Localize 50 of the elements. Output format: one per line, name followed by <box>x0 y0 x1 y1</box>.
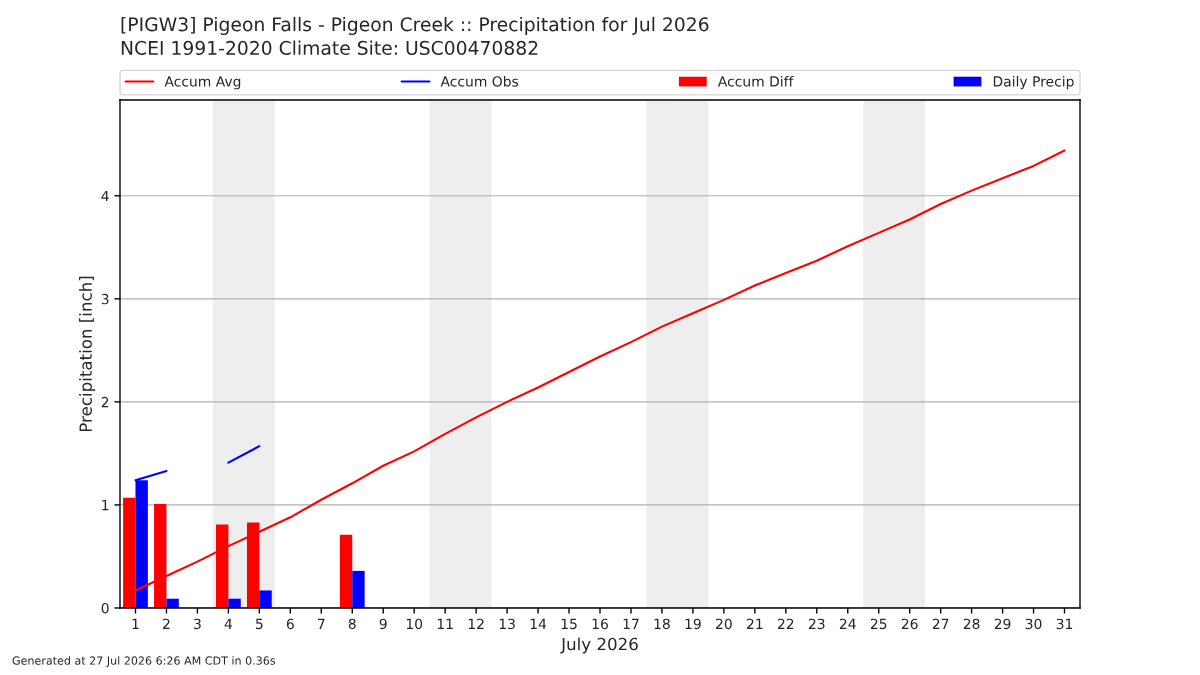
x-tick-label: 25 <box>870 618 887 630</box>
bar <box>259 590 272 608</box>
legend-label: Daily Precip <box>993 75 1074 90</box>
chart-title: [PIGW3] Pigeon Falls - Pigeon Creek :: Precipitation for Jul 2026 <box>121 16 709 36</box>
x-tick-label: 28 <box>963 618 980 630</box>
y-tick-label: 0 <box>101 602 109 614</box>
chart-subtitle: NCEI 1991-2020 Climate Site: USC00470882 <box>121 40 538 56</box>
x-tick-label: 3 <box>194 618 201 630</box>
x-tick-label: 21 <box>747 618 763 629</box>
x-tick-label: 20 <box>716 618 732 630</box>
x-tick-label: 17 <box>623 618 639 629</box>
x-tick-label: 11 <box>437 618 453 629</box>
y-tick-label: 1 <box>102 500 109 511</box>
x-tick-label: 29 <box>994 618 1011 630</box>
bar <box>352 570 365 608</box>
x-tick-label: 4 <box>224 618 233 629</box>
text: Generated at 27 Jul 2026 6:26 AM CDT in 0.36s <box>12 656 276 667</box>
x-tick-label: 26 <box>901 618 918 630</box>
x-axis-title: July 2026 <box>560 637 638 654</box>
x-tick-label: 9 <box>379 618 387 630</box>
x-tick-label: 12 <box>468 618 484 629</box>
y-tick-label: 3 <box>101 293 109 305</box>
x-tick-label: 27 <box>932 618 949 629</box>
x-tick-label: 2 <box>163 618 170 629</box>
y-tick-label: 2 <box>101 396 109 408</box>
x-tick-label: 16 <box>592 618 608 630</box>
y-tick-label: 4 <box>101 190 109 202</box>
legend-label: Accum Diff <box>717 75 794 87</box>
x-tick-label: 13 <box>499 618 515 630</box>
bar <box>228 598 241 608</box>
legend-label: Accum Obs <box>440 75 519 87</box>
x-tick-label: 19 <box>685 618 701 630</box>
bar <box>166 598 179 608</box>
bar <box>339 534 353 608</box>
x-tick-label: 15 <box>561 618 577 630</box>
x-tick-label: 10 <box>406 618 423 630</box>
x-tick-label: 18 <box>654 618 670 630</box>
x-tick-label: 24 <box>839 618 856 629</box>
x-tick-label: 14 <box>530 618 547 629</box>
x-tick-label: 1 <box>132 618 139 629</box>
x-tick-label: 31 <box>1056 618 1073 630</box>
legend-label: Accum Avg <box>164 76 241 90</box>
x-tick-label: 8 <box>348 618 356 630</box>
x-tick-label: 23 <box>808 618 825 630</box>
x-tick-label: 5 <box>256 618 263 630</box>
x-tick-label: 22 <box>777 618 794 629</box>
x-tick-label: 7 <box>318 618 325 629</box>
y-axis-title: Precipitation [inch] <box>79 276 96 432</box>
x-tick-label: 30 <box>1025 618 1042 630</box>
x-tick-label: 6 <box>286 618 294 630</box>
